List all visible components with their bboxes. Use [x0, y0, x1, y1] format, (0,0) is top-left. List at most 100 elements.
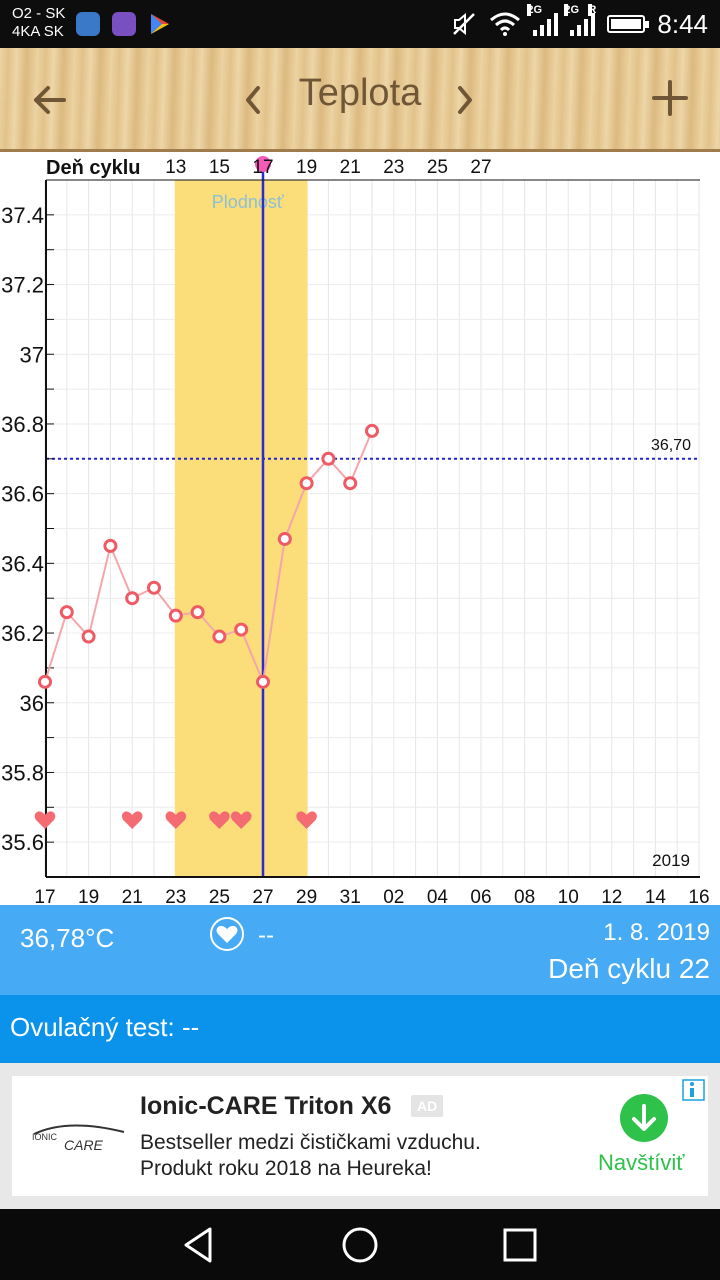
signal-sim1-icon: 2G	[527, 4, 559, 36]
selected-date: 1. 8. 2019	[603, 919, 710, 946]
temperature-point[interactable]	[212, 629, 227, 644]
sim1-network-tag: 2G	[527, 4, 543, 16]
status-icons: 2G 2G R 8:44	[451, 0, 708, 48]
chart-axes	[45, 179, 700, 878]
top-axis-ticks: 13 15 17 19 21 23 25 27	[165, 157, 491, 178]
nav-recents-icon[interactable]	[500, 1225, 540, 1265]
nav-back-icon[interactable]	[180, 1225, 220, 1265]
x-tick-label: 16	[688, 887, 709, 905]
top-axis-tick-label: 21	[340, 157, 361, 178]
intercourse-value: --	[258, 922, 274, 949]
y-tick-label: 36	[20, 691, 44, 716]
x-tick-label: 10	[558, 887, 579, 905]
temperature-point[interactable]	[38, 674, 52, 689]
y-tick-label: 36.8	[1, 412, 44, 437]
x-tick-label: 08	[514, 887, 535, 905]
carrier-info: O2 - SK 4KA SK	[12, 5, 65, 41]
temperature-point[interactable]	[234, 622, 249, 637]
fertile-window-label: Plodnosť	[212, 192, 284, 212]
intercourse-heart-icon	[230, 811, 252, 829]
maps-notification-icon	[76, 12, 100, 36]
vibrate-off-icon	[453, 12, 476, 36]
nav-home-icon[interactable]	[340, 1225, 380, 1265]
x-tick-label: 25	[209, 887, 230, 905]
temperature-line	[44, 430, 373, 686]
svg-text:IONIC: IONIC	[32, 1132, 58, 1142]
x-tick-label: 04	[427, 887, 449, 905]
top-axis-tick-label: 17	[252, 157, 273, 178]
chevron-right-icon[interactable]	[450, 82, 480, 118]
y-tick-label: 35.6	[1, 830, 44, 855]
temperature-point[interactable]	[256, 674, 270, 689]
x-axis-ticks: 17 19 21 23 25 27 29 31 02 04 06 08 10 12 14 16	[34, 887, 709, 905]
temperature-point[interactable]	[59, 605, 74, 620]
temperature-point[interactable]	[168, 608, 183, 623]
temperature-point[interactable]	[103, 538, 118, 553]
plus-icon[interactable]	[648, 76, 692, 120]
temperature-point[interactable]	[321, 451, 336, 466]
arrow-down-icon	[632, 1104, 656, 1131]
advertiser-logo-icon: IONIC CARE	[32, 1124, 125, 1153]
heart-icon[interactable]	[210, 917, 244, 951]
year-label: 2019	[652, 851, 690, 870]
temperature-point[interactable]	[81, 629, 96, 644]
top-axis-tick-label: 27	[470, 157, 491, 178]
top-axis-tick-label: 19	[296, 157, 317, 178]
heart-glyph-icon	[216, 925, 238, 943]
temperature-point[interactable]	[365, 423, 379, 438]
arrow-left-icon[interactable]	[28, 78, 72, 122]
system-nav-bar	[0, 1209, 720, 1280]
temperature-point[interactable]	[299, 476, 314, 491]
x-tick-label: 12	[601, 887, 622, 905]
wifi-icon	[490, 12, 521, 36]
temperature-point[interactable]	[343, 476, 358, 491]
selected-day-marker[interactable]	[255, 156, 271, 172]
chevron-left-icon[interactable]	[238, 82, 268, 118]
temperature-chart[interactable]: Plodnosť 36,70 Deň cyklu 13 15 17 19 21 23 25 2…	[0, 152, 720, 905]
signal-sim2-icon: 2G R	[564, 4, 596, 36]
x-tick-label: 19	[78, 887, 99, 905]
x-tick-label: 23	[165, 887, 186, 905]
x-tick-label: 31	[340, 887, 361, 905]
intercourse-heart-icon	[34, 811, 56, 829]
top-axis-tick-label: 23	[383, 157, 404, 178]
temperature-point[interactable]	[190, 605, 205, 620]
ad-choices-icon[interactable]	[680, 1078, 706, 1102]
svg-text:CARE: CARE	[64, 1137, 104, 1153]
play-store-notification-icon	[151, 14, 169, 34]
ad-title: Ionic-CARE Triton X6	[140, 1092, 392, 1120]
y-tick-label: 36.6	[1, 482, 44, 507]
y-tick-label: 37	[20, 342, 44, 367]
ad-banner[interactable]: IONIC CARE Ionic-CARE Triton X6 AD Bests…	[12, 1076, 708, 1196]
status-bar: O2 - SK 4KA SK 2G 2G R 8:44	[0, 0, 720, 48]
temperature-point[interactable]	[125, 591, 140, 606]
battery-icon	[607, 15, 650, 33]
cycle-day: Deň cyklu 22	[548, 953, 710, 984]
ovulation-test-text: Ovulačný test: --	[10, 1012, 200, 1042]
y-tick-label: 37.4	[1, 203, 44, 228]
top-axis-label: Deň cyklu	[46, 157, 140, 179]
gallery-notification-icon	[112, 12, 136, 36]
x-tick-label: 02	[383, 887, 404, 905]
coverline-label: 36,70	[651, 437, 691, 454]
x-tick-label: 14	[645, 887, 667, 905]
ad-badge: AD	[411, 1095, 444, 1117]
intercourse-markers	[34, 811, 317, 829]
fertile-window	[174, 180, 308, 877]
x-tick-label: 29	[296, 887, 317, 905]
toolbar: Teplota	[0, 48, 720, 152]
sim2-network-tag: 2G	[564, 4, 580, 16]
ad-description-line-1: Bestseller medzi čističkami vzduchu.	[140, 1131, 481, 1154]
intercourse-heart-icon	[165, 811, 187, 829]
intercourse-heart-icon	[296, 811, 317, 829]
carrier-line-2: 4KA SK	[12, 23, 64, 40]
temperature-point[interactable]	[147, 580, 161, 595]
download-icon[interactable]	[620, 1094, 668, 1142]
top-axis-tick-label: 15	[209, 157, 230, 178]
ad-description-line-2: Produkt roku 2018 na Heureka!	[140, 1157, 432, 1180]
ad-cta-button[interactable]: Navštíviť	[598, 1150, 685, 1175]
page-title: Teplota	[298, 72, 422, 114]
ovulation-test-row[interactable]: Ovulačný test: --	[0, 995, 720, 1063]
temperature-point[interactable]	[277, 531, 292, 546]
x-tick-label: 06	[470, 887, 491, 905]
